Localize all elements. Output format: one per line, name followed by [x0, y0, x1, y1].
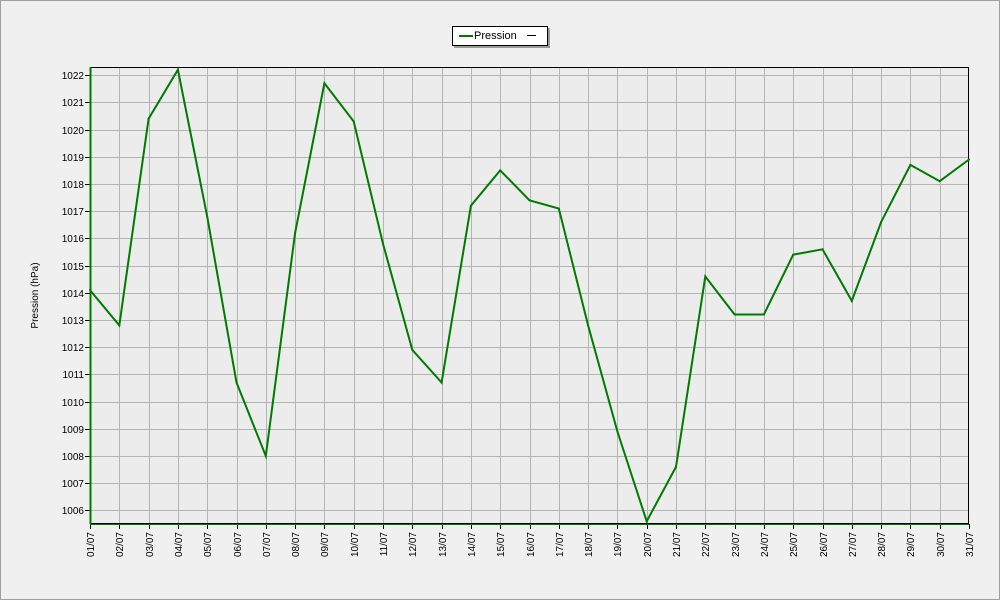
x-tick-label: 24/07 — [760, 532, 771, 557]
x-tick-label: 18/07 — [584, 532, 595, 557]
x-tick-label: 30/07 — [936, 532, 947, 557]
x-tick-label: 23/07 — [731, 532, 742, 557]
x-tick-label: 07/07 — [262, 532, 273, 557]
data-point — [850, 299, 853, 302]
data-point — [616, 430, 619, 433]
x-tick-label: 27/07 — [848, 532, 859, 557]
y-tick-label: 1011 — [62, 370, 84, 381]
data-point — [762, 313, 765, 316]
data-point — [147, 117, 150, 120]
y-tick-label: 1015 — [62, 262, 85, 273]
y-tick-label: 1013 — [62, 316, 85, 327]
y-axis-title: Pression (hPa) — [30, 262, 41, 328]
legend-label-pression: Pression — [474, 30, 517, 42]
data-point — [235, 381, 238, 384]
axes — [85, 67, 970, 529]
data-point — [557, 207, 560, 210]
y-tick-label: 1021 — [62, 98, 85, 109]
grid-lines — [90, 67, 969, 524]
x-tick-label: 05/07 — [203, 532, 214, 557]
x-tick-label: 12/07 — [408, 532, 419, 557]
x-tick-label: 17/07 — [555, 532, 566, 557]
legend-swatch-pression — [459, 35, 473, 37]
y-tick-label: 1014 — [62, 289, 85, 300]
series-layer — [89, 66, 970, 524]
data-point — [880, 221, 883, 224]
y-tick-label: 1022 — [62, 71, 85, 82]
y-tick-label: 1006 — [62, 506, 85, 517]
x-tick-label: 22/07 — [701, 532, 712, 557]
y-tick-label: 1008 — [62, 452, 85, 463]
y-tick-label: 1007 — [62, 479, 85, 490]
data-point — [587, 324, 590, 327]
data-point — [440, 381, 443, 384]
legend: Pression — [452, 26, 548, 46]
x-tick-label: 02/07 — [115, 532, 126, 557]
data-point — [294, 231, 297, 234]
data-point — [675, 465, 677, 468]
x-tick-label: 16/07 — [526, 532, 537, 557]
x-tick-label: 31/07 — [965, 532, 976, 557]
data-point — [938, 180, 941, 183]
y-tick-label: 1018 — [62, 180, 85, 191]
data-point — [382, 242, 384, 245]
x-tick-labels: 01/07 02/07 03/07 04/07 05/07 06/07 07/07 08/07… — [86, 532, 976, 557]
x-tick-label: 09/07 — [320, 532, 331, 557]
y-tick-label: 1016 — [62, 234, 85, 245]
x-tick-label: 11/07 — [379, 532, 390, 557]
y-tick-labels: 1006 1007 1008 1009 1010 1011 1012 1013 1014 1015… — [62, 71, 85, 517]
x-tick-label: 15/07 — [496, 532, 507, 557]
x-tick-label: 06/07 — [233, 532, 244, 557]
x-tick-label: 03/07 — [145, 532, 156, 557]
data-point — [176, 68, 179, 71]
data-point — [733, 313, 736, 316]
data-point — [352, 120, 355, 123]
y-tick-label: 1019 — [62, 153, 85, 164]
y-tick-label: 1020 — [62, 126, 85, 137]
x-tick-label: 08/07 — [291, 532, 302, 557]
x-tick-label: 14/07 — [467, 532, 478, 557]
data-point — [469, 204, 472, 207]
y-tick-label: 1009 — [62, 425, 85, 436]
data-point — [499, 169, 502, 172]
x-tick-label: 10/07 — [350, 532, 361, 557]
data-point — [909, 163, 912, 166]
y-tick-label: 1012 — [62, 343, 85, 354]
data-point — [89, 289, 91, 292]
x-tick-label: 19/07 — [613, 532, 624, 557]
x-tick-label: 25/07 — [789, 532, 800, 557]
data-point — [411, 348, 414, 351]
x-tick-label: 13/07 — [438, 532, 449, 557]
data-point — [968, 158, 970, 161]
x-tick-label: 26/07 — [819, 532, 830, 557]
data-point — [821, 248, 824, 251]
data-point — [792, 253, 795, 256]
legend-dash — [527, 35, 536, 36]
data-point — [323, 82, 326, 85]
x-tick-label: 28/07 — [877, 532, 888, 557]
plot-area — [90, 67, 969, 524]
data-point — [528, 199, 531, 202]
y-tick-label: 1010 — [62, 398, 85, 409]
data-point — [704, 275, 707, 278]
data-point — [206, 215, 209, 218]
y-tick-label: 1017 — [62, 207, 85, 218]
x-tick-label: 21/07 — [672, 532, 683, 557]
x-tick-label: 29/07 — [906, 532, 917, 557]
data-point — [118, 324, 121, 327]
x-tick-label: 04/07 — [174, 532, 185, 557]
x-tick-label: 01/07 — [86, 532, 97, 557]
data-point — [645, 520, 648, 523]
data-point — [264, 454, 267, 457]
x-tick-label: 20/07 — [643, 532, 654, 557]
